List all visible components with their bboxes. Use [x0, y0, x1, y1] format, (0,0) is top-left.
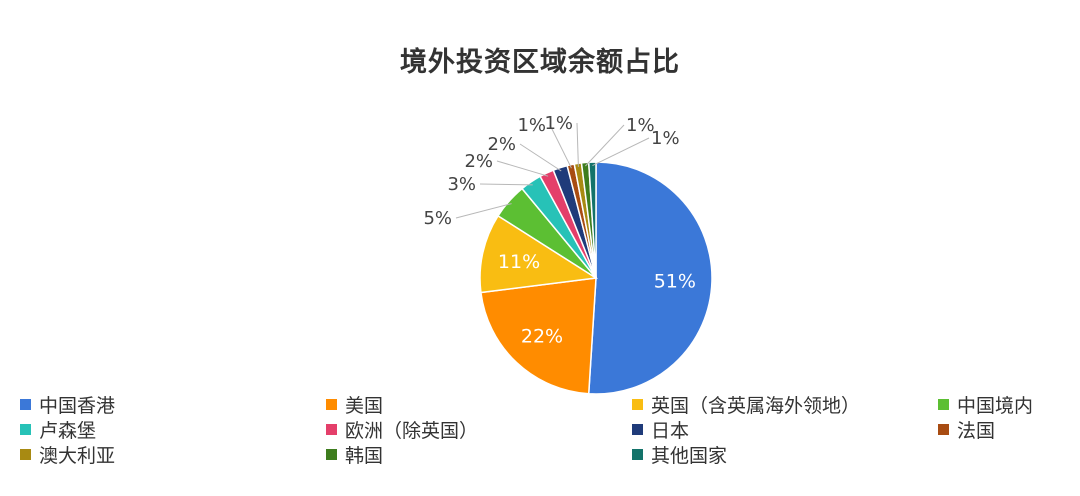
legend-item-2: 美国: [326, 393, 632, 417]
legend-label: 澳大利亚: [39, 445, 116, 467]
slice-labels: 51%22%11%5%3%2%2%1%1% 1%1%: [423, 113, 696, 348]
legend-label: 中国香港: [39, 395, 116, 417]
legend-item-4: 中国境内: [938, 393, 1070, 417]
legend-item-8: 法国: [938, 418, 1070, 442]
legend-item-11: 其他国家: [632, 443, 938, 467]
legend-label: 英国（含英属海外领地）: [651, 395, 861, 417]
legend-item-5: 卢森堡: [20, 418, 326, 442]
slice-label-4: 5%: [423, 208, 452, 229]
legend-label: 中国境内: [957, 395, 1034, 417]
legend-swatch: [632, 449, 643, 460]
legend-swatch: [20, 424, 31, 435]
pie-slice-2: [480, 277, 597, 395]
legend-label: 其他国家: [651, 445, 728, 467]
legend: 中国香港 美国 英国（含英属海外领地） 中国境内卢森堡 欧洲（除英国） 日本 法国澳大利亚 韩…: [20, 393, 1070, 467]
slice-label-5: 3%: [447, 174, 476, 195]
slice-label-1: 51%: [654, 270, 696, 292]
legend-item-9: 澳大利亚: [20, 443, 326, 467]
legend-item-1: 中国香港: [20, 393, 326, 417]
legend-label: 欧洲（除英国）: [345, 420, 479, 442]
pie-slice-3: [479, 214, 599, 294]
leader-line-4: [455, 203, 512, 219]
legend-swatch: [20, 399, 31, 410]
legend-item-10: 韩国: [326, 443, 632, 467]
slice-label-8: 1%: [517, 115, 546, 136]
leader-line-11: [592, 137, 650, 166]
leader-line-6: [496, 160, 549, 177]
slice-label-3: 11%: [498, 251, 540, 273]
slice-label-6: 2%: [464, 151, 493, 172]
legend-label: 法国: [957, 420, 996, 442]
leader-line-5: [479, 183, 533, 186]
pie-slice-1: [587, 161, 713, 395]
slice-label-11: 1%: [651, 128, 680, 149]
legend-label: 韩国: [345, 445, 384, 467]
legend-swatch: [326, 424, 337, 435]
legend-swatch: [20, 449, 31, 460]
legend-label: 日本: [651, 420, 690, 442]
leader-lines: [455, 122, 650, 219]
legend-item-6: 欧洲（除英国）: [326, 418, 632, 442]
chart-title: 境外投资区域余额占比: [400, 47, 680, 78]
leader-line-8: [549, 124, 572, 169]
legend-swatch: [326, 399, 337, 410]
slice-label-9: 1%: [544, 113, 573, 134]
legend-label: 卢森堡: [39, 420, 97, 442]
legend-label: 美国: [345, 395, 384, 417]
slice-label-10: 1%: [626, 115, 655, 136]
slice-label-7: 2%: [487, 134, 516, 155]
leader-line-10: [585, 124, 625, 167]
legend-item-7: 日本: [632, 418, 938, 442]
legend-swatch: [632, 424, 643, 435]
leader-line-7: [519, 143, 562, 172]
legend-swatch: [632, 399, 643, 410]
legend-swatch: [938, 399, 949, 410]
pie-slices: [479, 161, 713, 395]
legend-swatch: [938, 424, 949, 435]
legend-item-3: 英国（含英属海外领地）: [632, 393, 938, 417]
leader-line-9: [576, 122, 579, 167]
legend-swatch: [326, 449, 337, 460]
slice-label-2: 22%: [521, 326, 563, 348]
